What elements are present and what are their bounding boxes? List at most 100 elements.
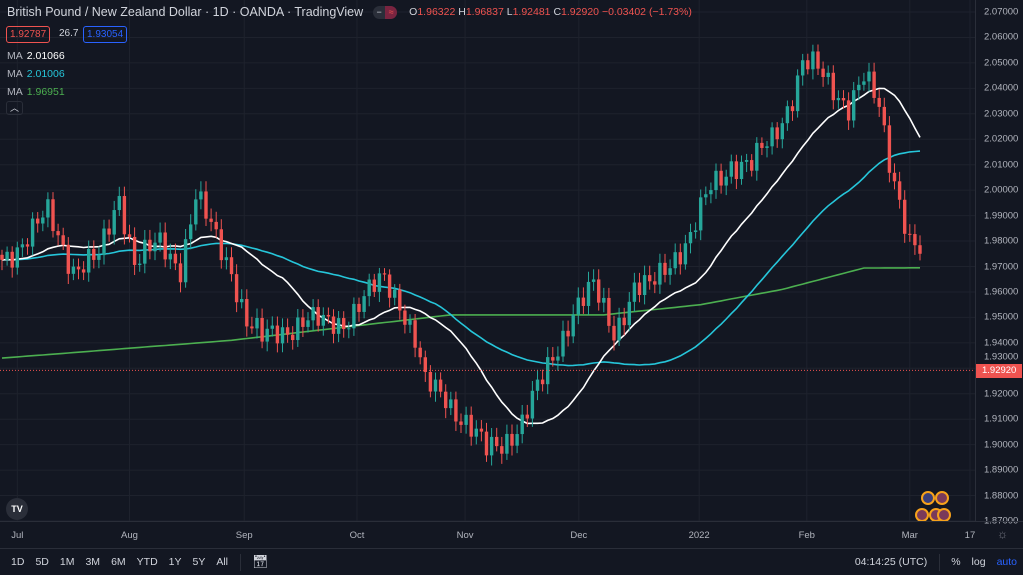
uk-flag-icon[interactable] [915,508,929,522]
toggle-left[interactable]: − [376,6,382,17]
range-5y[interactable]: 5Y [192,556,206,568]
price-tick-label: 1.93000 [984,351,1019,363]
nz-flag-icon[interactable] [921,491,935,505]
candle [117,196,121,211]
chart-toggle[interactable]: − ≈ [373,5,398,19]
candle [168,253,172,260]
candle [280,327,285,344]
clock-time[interactable]: 04:14:25 (UTC) [854,556,928,568]
candle [433,379,438,392]
range-ytd[interactable]: YTD [136,556,158,568]
range-1d[interactable]: 1D [11,556,25,568]
candle [469,414,473,437]
candle [535,379,540,391]
candle [367,279,371,297]
candle [321,314,325,326]
candle [301,317,305,327]
close-value: 1.92920 [561,6,600,18]
candle [581,297,586,306]
candle [566,330,570,337]
range-1y[interactable]: 1Y [168,556,182,568]
candle [826,72,830,78]
range-5d[interactable]: 5D [35,556,49,568]
candle [20,244,25,248]
range-all[interactable]: All [216,556,229,568]
price-axis[interactable]: 2.07000 2.06000 2.05000 2.04000 2.03000 2.020… [975,0,1023,527]
ma-label: MA [7,68,23,80]
candle [229,257,234,275]
candle [56,231,60,236]
range-6m[interactable]: 6M [111,556,126,568]
candle [438,379,443,392]
candle [678,252,682,265]
uk-flag-icon[interactable] [937,508,951,522]
candle [408,320,412,325]
candle [51,199,55,232]
chart-legend: British Pound / New Zealand Dollar · 1D … [7,5,692,19]
time-tick-label: Feb [798,530,815,541]
auto-toggle[interactable]: auto [996,556,1017,568]
buy-button[interactable]: 1.93054 [83,26,128,43]
log-toggle[interactable]: log [971,556,986,568]
calendar-goto-icon[interactable]: 📅︎ [252,554,269,569]
candle [811,51,815,70]
price-tick-label: 2.06000 [984,31,1019,43]
candle [530,390,535,419]
ma-value: 2.01066 [26,50,65,62]
candle [520,414,524,435]
candle [143,239,147,264]
symbol-title[interactable]: British Pound / New Zealand Dollar · 1D … [7,5,364,19]
candle [173,253,178,264]
candle [97,255,101,260]
candle [214,221,218,230]
candle [607,297,611,326]
uk-flag-icon[interactable] [935,491,949,505]
candle [459,421,463,425]
candle [760,142,764,148]
candle [209,218,213,222]
candle [877,97,881,107]
candle [204,191,208,219]
candle [326,314,331,317]
candle [122,196,127,235]
candle [744,160,749,162]
time-tick-label: Dec [570,530,588,541]
toggle-right[interactable]: ≈ [385,5,398,19]
price-tick-label: 1.90000 [984,439,1019,451]
candle [250,326,254,329]
candle [750,160,754,171]
candle [342,318,346,330]
low-value: 1.92481 [512,6,551,18]
open-label: O [409,6,418,18]
candle [653,281,657,285]
range-1m[interactable]: 1M [59,556,75,568]
candle [148,239,152,252]
candle [505,433,509,454]
price-tick-label: 1.89000 [984,464,1019,476]
chevron-up-icon[interactable]: ︿ [6,101,23,115]
tradingview-logo[interactable]: TV [6,498,28,520]
candle [663,262,667,275]
candle [0,254,4,260]
candle [897,181,902,200]
range-3m[interactable]: 3M [85,556,101,568]
candle [602,297,606,303]
ma-indicator-3[interactable]: MA 1.96951 [7,86,65,98]
close-label: C [553,6,562,18]
ma-indicator-2[interactable]: MA 2.01006 [7,68,65,80]
candle [556,356,560,361]
candle [423,357,427,372]
ma-line-long [1,267,920,359]
candle [418,347,422,358]
settings-gear-icon[interactable]: ☼ [997,527,1008,541]
candle [132,236,137,265]
candle [413,320,417,348]
percent-toggle[interactable]: % [951,556,961,568]
candle [765,146,769,148]
time-axis[interactable]: ☼ Jul Aug Sep Oct Nov Dec 2022 Feb Mar 17 [0,521,1023,548]
sell-button[interactable]: 1.92787 [6,26,51,43]
ma-indicator-1[interactable]: MA 2.01066 [7,50,65,62]
candle [484,431,489,456]
high-label: H [458,6,466,18]
price-chart[interactable] [0,0,975,521]
